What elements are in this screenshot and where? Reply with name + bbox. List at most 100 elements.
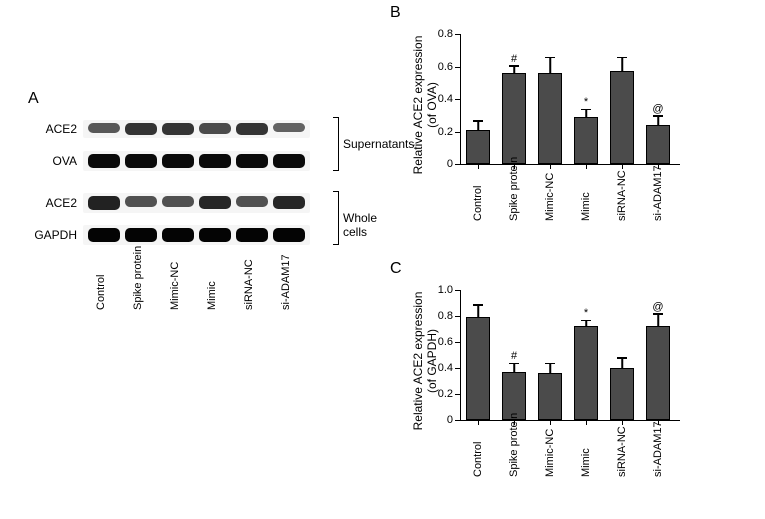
bars-group: # * @ — [466, 34, 670, 164]
error-cap — [473, 304, 483, 306]
x-tick-label: siRNA-NC — [616, 197, 628, 221]
error-cap — [581, 109, 591, 111]
panel-a-label: A — [28, 90, 39, 108]
wb-band — [162, 228, 194, 243]
error-bar — [477, 122, 479, 130]
bar — [538, 73, 562, 164]
error-bar — [549, 364, 551, 373]
wb-lane-group — [83, 193, 310, 212]
error-cap — [545, 363, 555, 365]
x-tick-label: Spike protein — [508, 197, 520, 221]
error-bar — [513, 364, 515, 372]
bar-wrap: @ — [646, 326, 670, 420]
bars-group: # * @ — [466, 290, 670, 420]
wb-row-label: OVA — [28, 154, 83, 168]
bar-wrap: @ — [646, 125, 670, 164]
y-tick — [455, 34, 460, 35]
wb-lane-group — [83, 120, 310, 138]
wb-band — [88, 154, 120, 169]
x-tick-label: Spike protein — [508, 453, 520, 477]
wb-lane-label: Mimic — [206, 278, 218, 310]
wb-band — [125, 123, 157, 135]
panel-b-label: B — [390, 4, 401, 22]
x-tick-label: si-ADAM17 — [652, 453, 664, 477]
bar-wrap — [466, 317, 490, 420]
error-cap — [545, 57, 555, 59]
bar — [610, 71, 634, 164]
wb-band — [125, 154, 157, 169]
x-tick — [478, 420, 479, 425]
bar-wrap: * — [574, 326, 598, 420]
significance-marker: @ — [652, 103, 663, 115]
significance-marker: * — [584, 307, 588, 319]
wb-band — [236, 196, 268, 207]
x-tick-label: si-ADAM17 — [652, 197, 664, 221]
wb-band — [199, 123, 231, 134]
x-tick — [622, 164, 623, 169]
y-axis — [460, 290, 461, 420]
wb-band — [273, 154, 305, 169]
error-bar — [621, 359, 623, 368]
wb-row-label: ACE2 — [28, 122, 83, 136]
significance-marker: # — [511, 350, 517, 362]
wb-lane-label: Mimic-NC — [169, 278, 181, 310]
bar — [646, 125, 670, 164]
error-cap — [581, 320, 591, 322]
wb-band — [273, 228, 305, 243]
error-cap — [653, 313, 663, 315]
y-axis — [460, 34, 461, 164]
error-bar — [621, 58, 623, 71]
error-cap — [617, 57, 627, 59]
bar-wrap — [538, 373, 562, 420]
bar-wrap — [538, 73, 562, 164]
y-tick — [455, 132, 460, 133]
bar — [466, 317, 490, 420]
bar-wrap: # — [502, 73, 526, 164]
wb-band — [199, 228, 231, 243]
wb-band — [236, 154, 268, 169]
western-blot-panel: ACE2 OVA ACE2 GAPDH Supernatants Whole c… — [28, 115, 358, 249]
x-labels: ControlSpike proteinMimic-NCMimicsiRNA-N… — [466, 424, 670, 436]
error-bar — [549, 58, 551, 73]
bar — [574, 326, 598, 420]
x-tick — [586, 164, 587, 169]
significance-marker: * — [584, 96, 588, 108]
wb-band — [199, 154, 231, 169]
y-axis-label: Relative ACE2 expression(of GAPDH) — [411, 281, 439, 441]
side-label-supernatants: Supernatants — [343, 137, 414, 151]
bar — [466, 130, 490, 164]
significance-marker: # — [511, 53, 517, 65]
wb-lane-label: si-ADAM17 — [280, 278, 292, 310]
wb-band — [273, 123, 305, 133]
wb-band — [236, 123, 268, 135]
bar — [538, 373, 562, 420]
wb-lane-label: siRNA-NC — [243, 278, 255, 310]
x-axis — [460, 164, 680, 165]
bracket-wholecells — [333, 191, 339, 245]
x-tick — [550, 164, 551, 169]
y-tick — [455, 342, 460, 343]
wb-band — [162, 123, 194, 135]
error-bar — [585, 110, 587, 117]
bracket-supernatants — [333, 117, 339, 171]
error-bar — [657, 117, 659, 125]
wb-lane-label: Spike protein — [132, 278, 144, 310]
wb-row-label: ACE2 — [28, 196, 83, 210]
wb-band — [88, 123, 120, 133]
bar-wrap — [610, 368, 634, 420]
wb-band — [125, 196, 157, 207]
wb-row-label: GAPDH — [28, 228, 83, 242]
y-tick — [455, 290, 460, 291]
bar-chart-c: 00.20.40.60.81.0Relative ACE2 expression… — [450, 290, 680, 420]
error-bar — [585, 321, 587, 326]
bar-wrap: * — [574, 117, 598, 164]
y-tick — [455, 67, 460, 68]
x-tick — [658, 164, 659, 169]
wb-lane-label: Control — [95, 278, 107, 310]
x-tick-label: Mimic — [580, 453, 592, 477]
y-tick — [455, 316, 460, 317]
x-tick-label: siRNA-NC — [616, 453, 628, 477]
x-tick-label: Mimic-NC — [544, 197, 556, 221]
x-tick-label: Control — [472, 453, 484, 477]
x-tick — [478, 164, 479, 169]
